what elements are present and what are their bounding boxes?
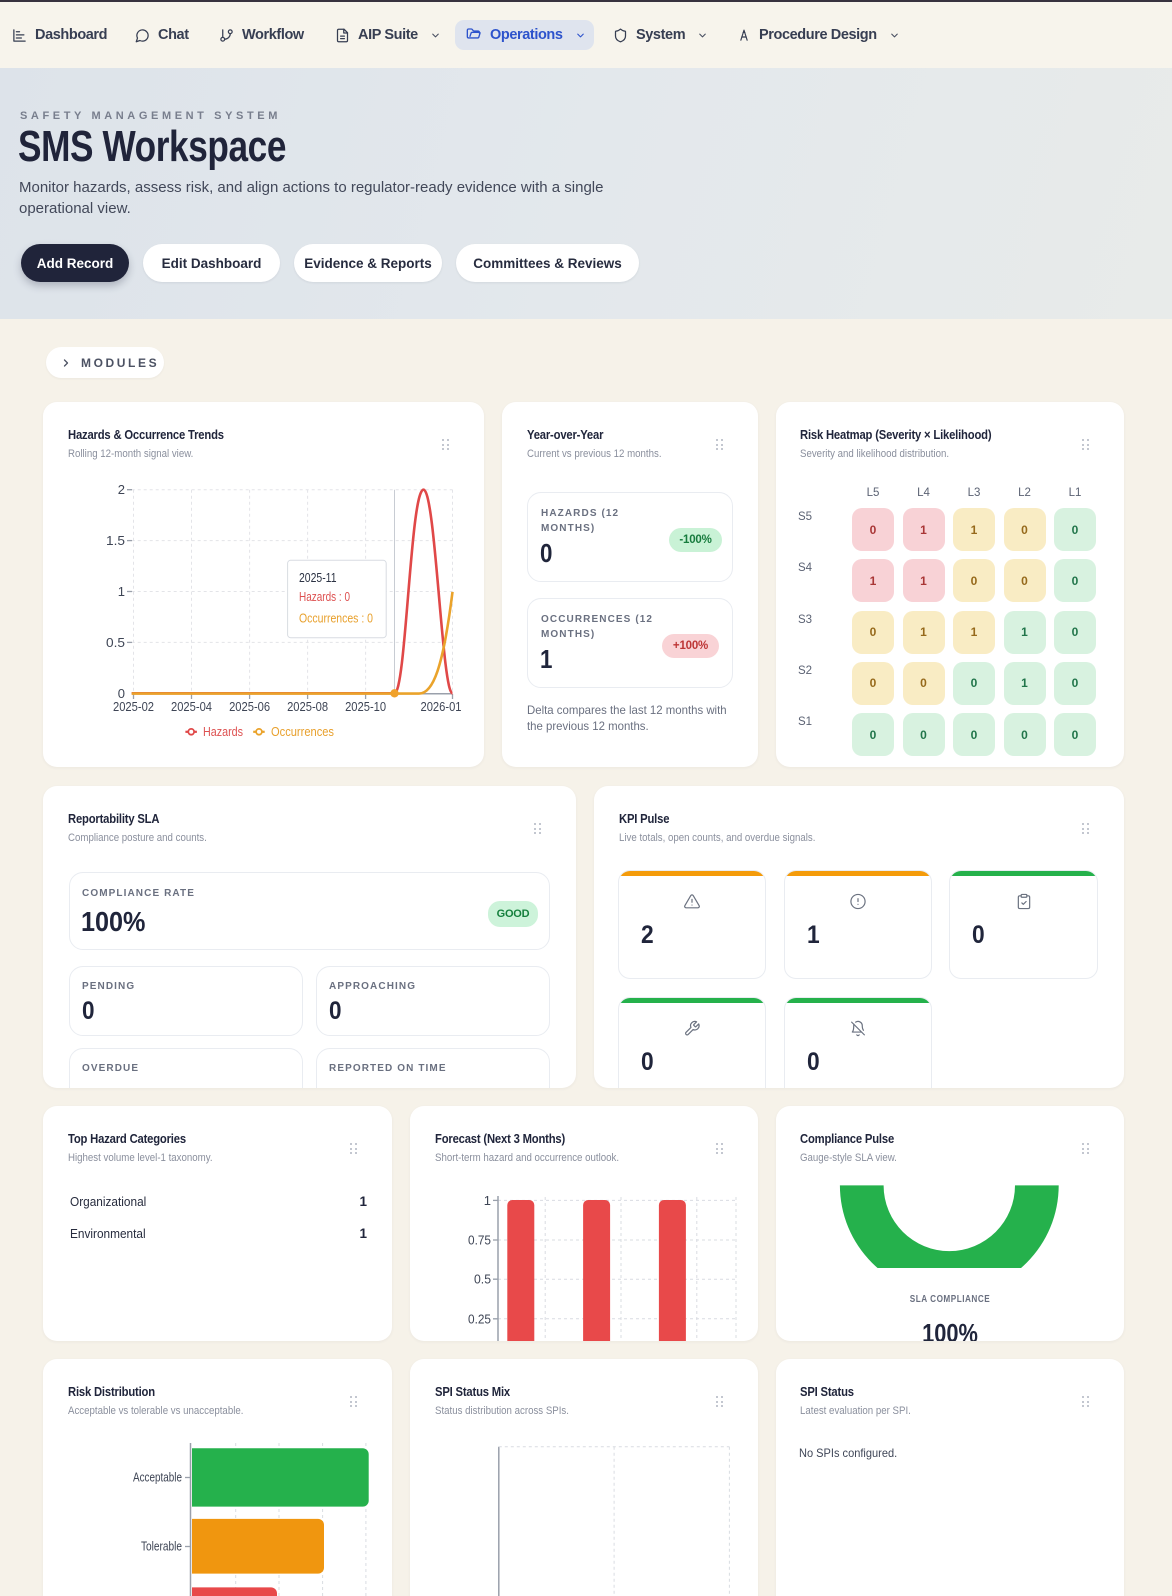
svg-text:Occurrences: Occurrences [271,724,334,739]
svg-text:Tolerable: Tolerable [141,1539,182,1554]
svg-text:1: 1 [118,584,125,599]
svg-text:2025-02: 2025-02 [113,699,154,714]
svg-text:2025-10: 2025-10 [345,699,386,714]
svg-text:2: 2 [118,482,125,497]
svg-text:Hazards: Hazards [203,724,243,739]
svg-text:Occurrences : 0: Occurrences : 0 [299,611,373,626]
svg-text:1.5: 1.5 [106,533,125,548]
svg-text:2025-11: 2025-11 [299,570,337,585]
svg-text:0.5: 0.5 [474,1272,491,1287]
svg-text:Hazards : 0: Hazards : 0 [299,589,350,604]
svg-text:0.25: 0.25 [468,1311,491,1326]
svg-text:2025-08: 2025-08 [287,699,328,714]
svg-text:0.75: 0.75 [468,1233,491,1248]
svg-text:2025-04: 2025-04 [171,699,212,714]
svg-text:2025-06: 2025-06 [229,699,270,714]
svg-text:1: 1 [484,1193,491,1208]
svg-text:0.5: 0.5 [106,635,125,650]
svg-text:2026-01: 2026-01 [421,699,462,714]
svg-text:0: 0 [118,686,125,701]
svg-text:Acceptable: Acceptable [133,1470,182,1485]
